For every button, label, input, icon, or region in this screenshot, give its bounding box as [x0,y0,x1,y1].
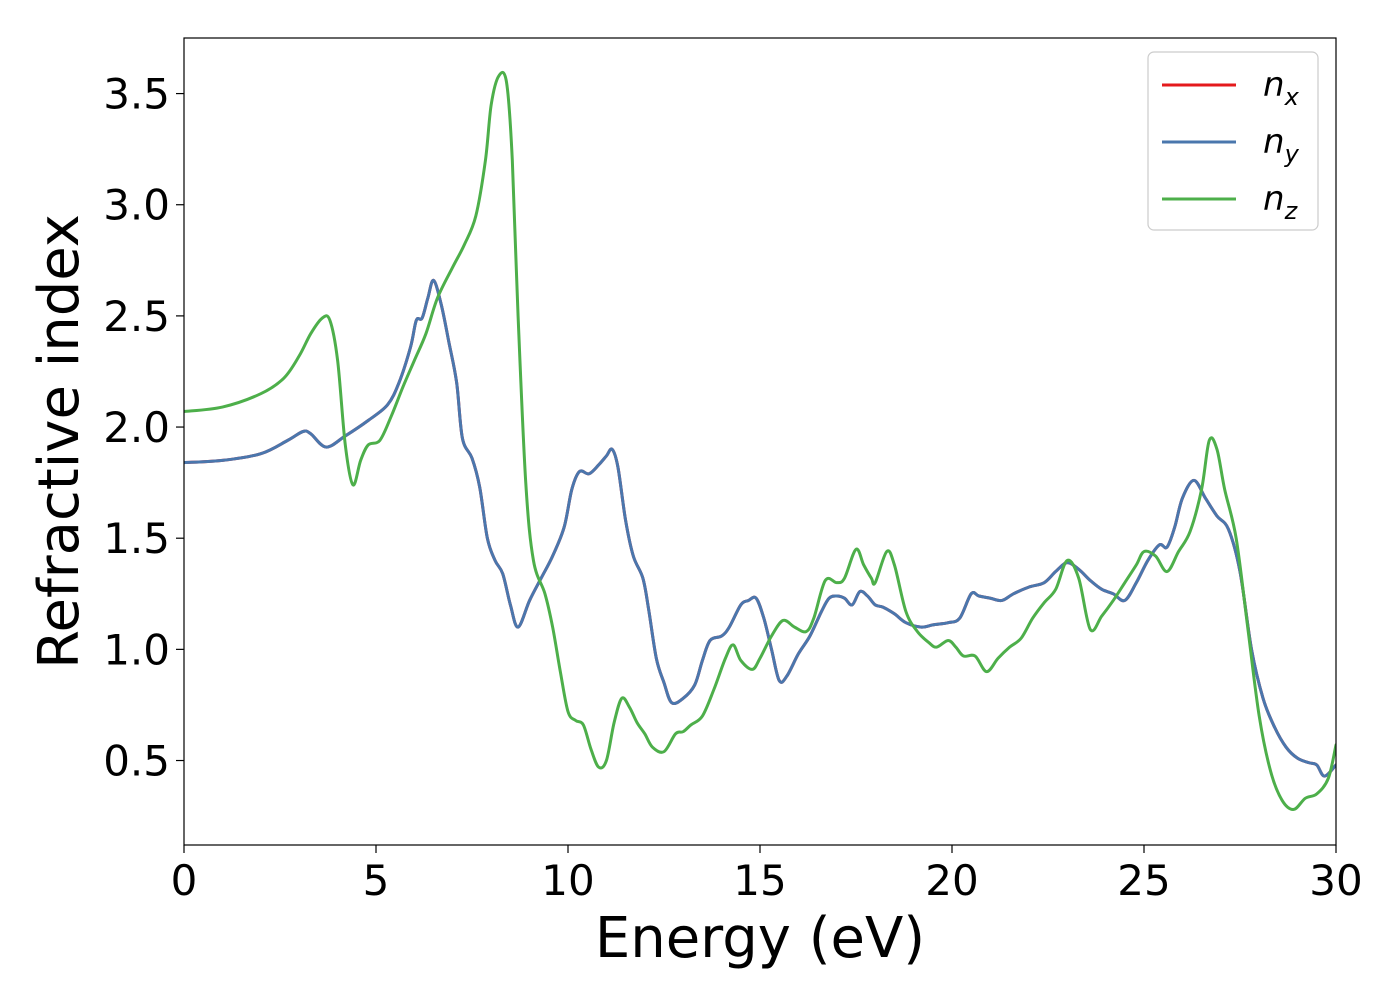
x-axis-title: Energy (eV) [595,906,925,971]
legend-label-z: nz [1263,179,1299,225]
y-tick-label: 0.5 [103,737,170,786]
x-tick-label: 0 [171,856,198,905]
series-line-z [184,70,1336,811]
series-layer [184,70,1336,811]
x-tick-label: 5 [363,856,390,905]
x-tick-label: 20 [925,856,978,905]
series-line-y [184,278,1336,778]
y-tick-label: 1.0 [103,625,170,674]
y-axis-title: Refractive index [27,214,92,669]
legend-label-subscript: y [1284,140,1300,168]
x-tick-label: 10 [541,856,594,905]
y-tick-label: 1.5 [103,514,170,563]
y-tick-label: 3.5 [103,70,170,119]
y-tick-label: 3.0 [103,181,170,230]
legend-label-subscript: x [1284,83,1300,111]
legend-label-y: ny [1263,122,1300,168]
x-tick-label: 30 [1309,856,1362,905]
legend-label-main: n [1263,65,1285,105]
legend-label-main: n [1263,179,1285,219]
legend-label-x: nx [1263,65,1300,111]
x-axis: 0 5 10 15 20 25 30 [171,845,1363,905]
legend-label-subscript: z [1284,197,1299,225]
series-line-x [184,278,1336,778]
y-tick-label: 2.5 [103,292,170,341]
y-tick-label: 2.0 [103,403,170,452]
y-axis: 0.5 1.0 1.5 2.0 2.5 3.0 3.5 [103,70,184,786]
x-tick-label: 15 [733,856,786,905]
legend-label-main: n [1263,122,1285,162]
x-tick-label: 25 [1117,856,1170,905]
